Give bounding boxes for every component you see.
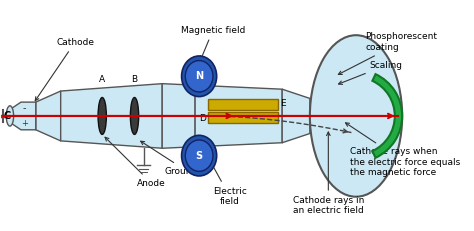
Text: Cathode rays when
the electric force equals
the magnetic force: Cathode rays when the electric force equ… — [346, 123, 460, 177]
Text: N: N — [195, 71, 203, 81]
Text: Scaling: Scaling — [338, 61, 403, 84]
Text: Cathode rays in
an electric field: Cathode rays in an electric field — [292, 132, 364, 215]
Text: Grounded: Grounded — [141, 141, 210, 176]
Ellipse shape — [130, 97, 139, 134]
Text: C: C — [3, 111, 11, 121]
Text: S: S — [196, 151, 203, 161]
Ellipse shape — [182, 56, 217, 97]
Ellipse shape — [314, 39, 399, 193]
Wedge shape — [373, 74, 402, 158]
Text: +: + — [21, 119, 28, 128]
Text: Anode: Anode — [105, 137, 166, 188]
FancyBboxPatch shape — [209, 99, 278, 110]
Text: Magnetic field: Magnetic field — [181, 26, 245, 60]
Ellipse shape — [185, 61, 213, 92]
FancyBboxPatch shape — [209, 112, 278, 123]
Polygon shape — [282, 89, 310, 143]
Ellipse shape — [182, 135, 217, 176]
Polygon shape — [10, 102, 36, 130]
Text: B: B — [131, 75, 137, 84]
Text: Electric
field: Electric field — [201, 144, 246, 206]
Polygon shape — [36, 91, 61, 141]
Text: E: E — [280, 100, 286, 109]
Ellipse shape — [98, 97, 106, 134]
Ellipse shape — [6, 106, 14, 126]
Text: Cathode: Cathode — [35, 38, 94, 101]
Ellipse shape — [310, 35, 402, 197]
Text: A: A — [99, 75, 105, 84]
Text: +: + — [191, 159, 199, 169]
Text: Phosphorescent
coating: Phosphorescent coating — [338, 32, 437, 74]
Text: D: D — [199, 114, 206, 123]
Ellipse shape — [185, 140, 213, 171]
Polygon shape — [162, 84, 282, 148]
Text: -: - — [23, 103, 27, 114]
Text: -: - — [192, 62, 197, 72]
Polygon shape — [61, 84, 162, 148]
